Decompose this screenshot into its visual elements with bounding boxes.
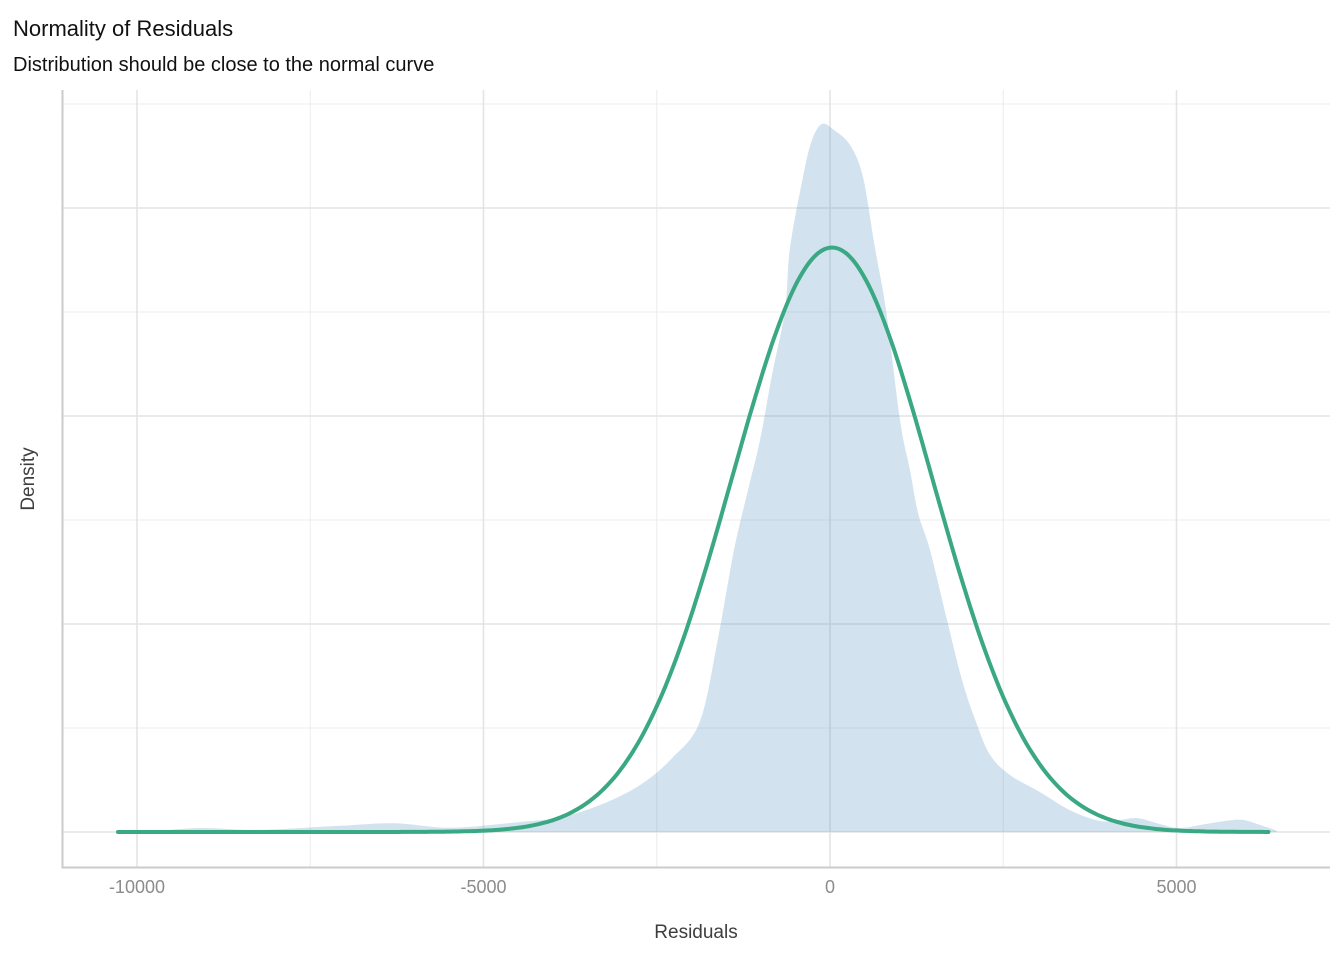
normal-curve	[116, 245, 1271, 834]
kde-area	[147, 123, 1278, 832]
x-tick-label: 5000	[1156, 877, 1196, 897]
x-tick-labels: -10000 -5000 0 5000	[109, 877, 1197, 897]
x-tick-label: -5000	[460, 877, 506, 897]
chart-title: Normality of Residuals	[13, 16, 233, 41]
y-axis-title: Density	[18, 447, 39, 511]
x-tick-label: -10000	[109, 877, 165, 897]
x-axis-title: Residuals	[654, 922, 737, 943]
chart-subtitle: Distribution should be close to the norm…	[13, 54, 434, 76]
x-tick-label: 0	[825, 877, 835, 897]
